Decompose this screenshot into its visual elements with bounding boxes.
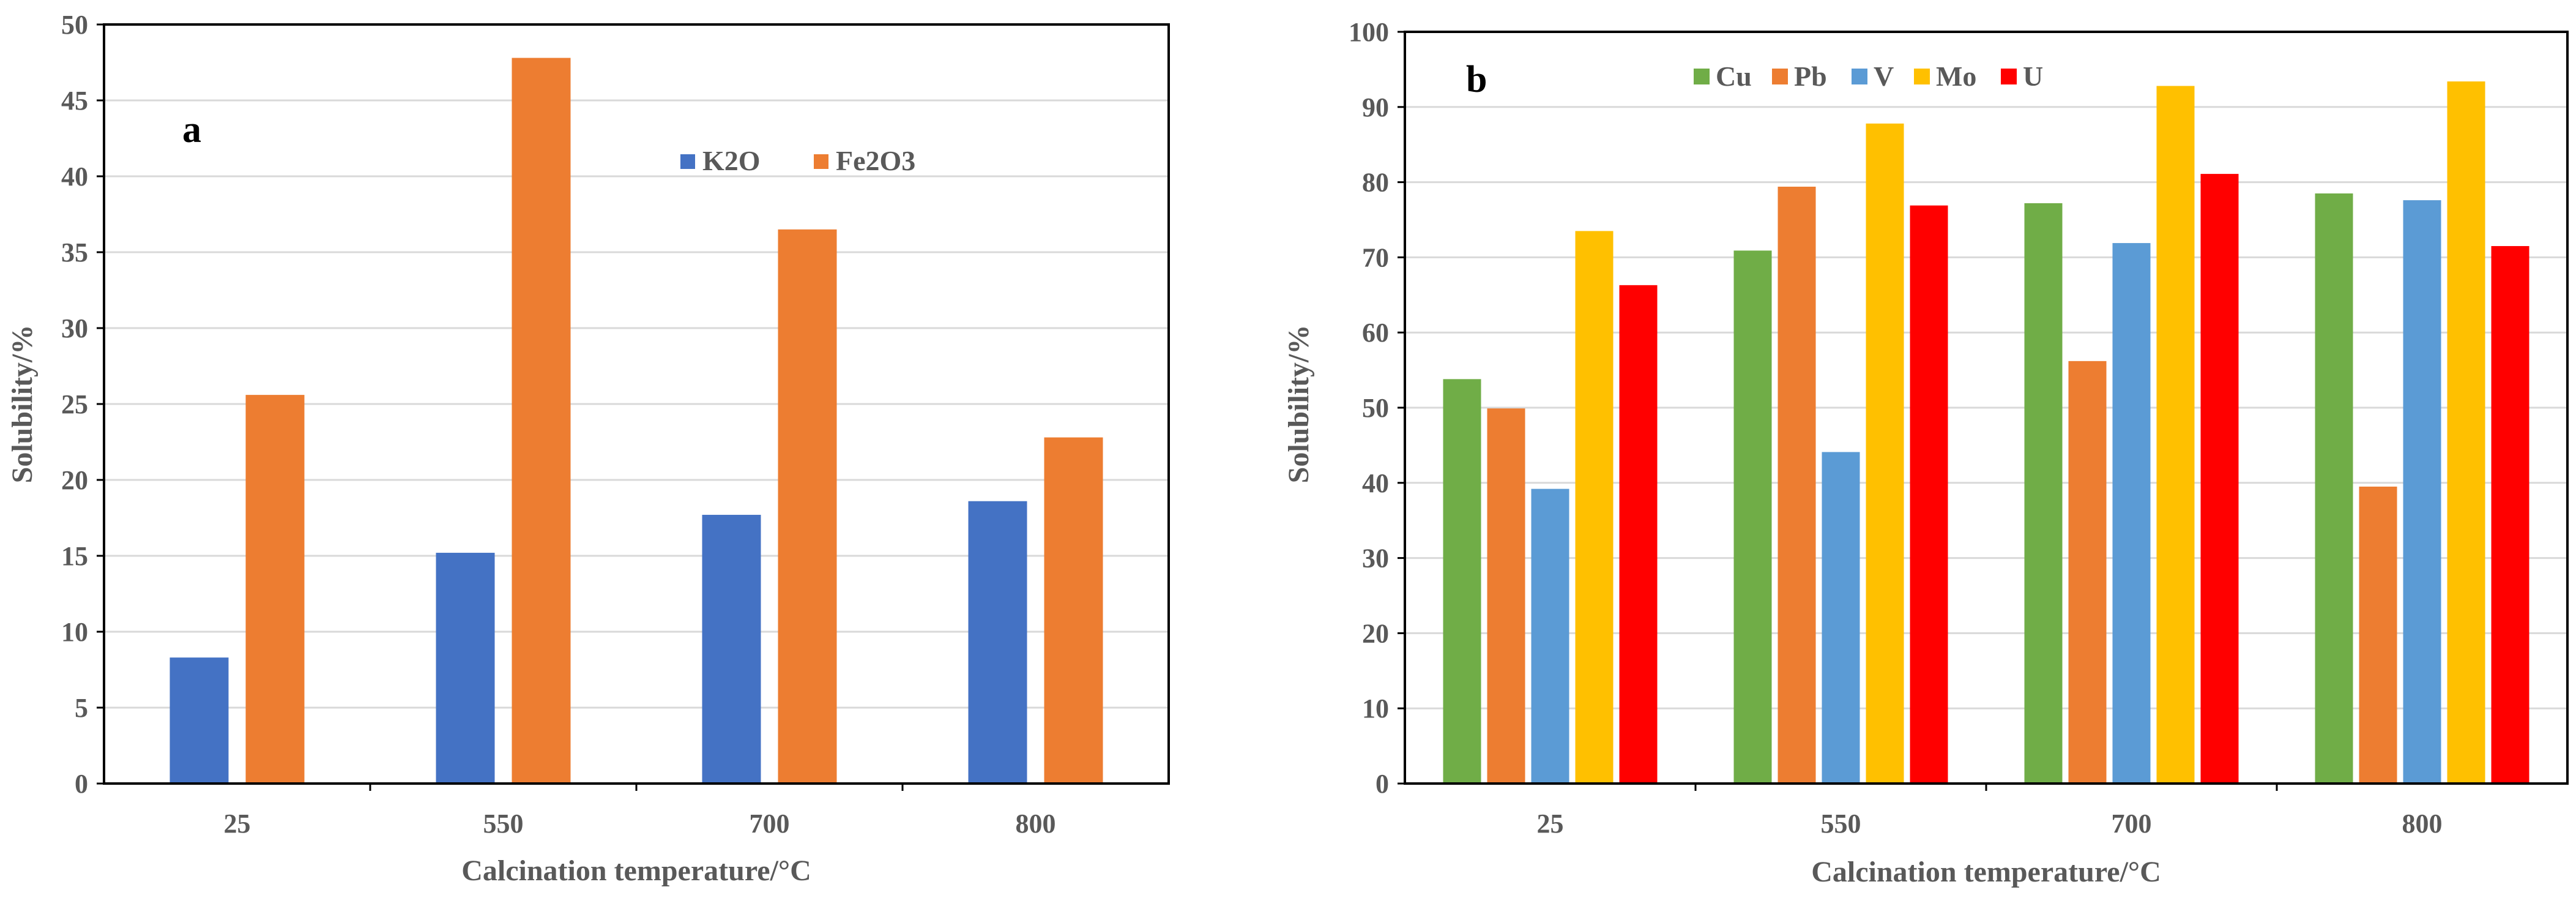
chart-b-y-tick-label: 40 [1362,468,1389,498]
chart-b-bar-mo-800 [2447,81,2485,784]
chart-b-y-tick-label: 70 [1362,242,1389,272]
chart-b-bar-v-800 [2403,200,2441,784]
chart-b-y-axis-title: Solubility/% [1282,325,1315,484]
chart-b-y-tick-label: 20 [1362,618,1389,648]
chart-b-bar-u-550 [1910,205,1948,784]
chart-a-bar-fe2o3-700 [778,229,837,784]
chart-a-y-tick-label: 45 [61,86,88,116]
chart-b-panel-label: b [1466,59,1487,100]
chart-b-bar-pb-25 [1487,408,1525,784]
chart-a: 0 5 10 15 20 25 30 35 40 45 50 25 550 700 800 a K2O F… [6,10,1170,887]
chart-a-y-tick-label: 30 [61,313,88,343]
chart-b-y-tick-label: 100 [1349,17,1389,47]
chart-b-legend-label-cu: Cu [1716,61,1752,92]
chart-b-bar-v-700 [2112,243,2151,784]
chart-a-panel-label: a [182,109,201,151]
chart-a-x-tick-label: 800 [1016,809,1056,839]
chart-b-legend-label-u: U [2023,61,2043,92]
chart-b-y-tick-label: 50 [1362,393,1389,423]
chart-b-legend-label-mo: Mo [1936,61,1976,92]
chart-b-bar-cu-700 [2024,203,2063,784]
chart-b-legend-swatch-cu [1694,69,1710,84]
chart-a-x-tick-label: 25 [224,809,251,839]
chart-b-bar-pb-550 [1778,186,1816,784]
chart-a-x-axis-title: Calcination temperature/°C [461,855,811,887]
chart-b-bar-mo-550 [1866,123,1904,784]
chart-a-bar-fe2o3-25 [245,395,305,784]
chart-b-bar-u-800 [2491,245,2529,784]
chart-a-x-tick-label: 550 [483,809,524,839]
chart-b-y-tick-label: 90 [1362,92,1389,122]
chart-b-x-tick-label: 800 [2402,809,2443,839]
chart-b-y-tick-label: 0 [1375,769,1389,799]
chart-b-x-axis-title: Calcination temperature/°C [1811,856,2161,888]
chart-b-legend-label-v: V [1874,61,1894,92]
chart-a-bar-k2o-25 [169,657,229,784]
chart-b-y-tick-label: 10 [1362,694,1389,724]
chart-b-y-tick-label: 30 [1362,544,1389,574]
chart-b-bar-cu-800 [2315,193,2353,784]
chart-a-legend-label-k2o: K2O [702,145,761,176]
chart-a-y-tick-label: 0 [75,769,88,799]
chart-a-y-tick-label: 40 [61,162,88,192]
chart-a-x-ticks: 25 550 700 800 [224,784,1056,839]
chart-b-bar-cu-25 [1443,379,1481,784]
chart-a-y-ticks: 0 5 10 15 20 25 30 35 40 45 50 [61,10,104,799]
chart-a-y-tick-label: 25 [61,389,88,419]
chart-a-y-axis-title: Solubility/% [6,325,39,484]
chart-a-bar-fe2o3-550 [512,58,571,784]
chart-b-x-tick-label: 25 [1537,809,1564,839]
chart-a-bar-fe2o3-800 [1044,437,1103,784]
chart-b-bar-u-700 [2200,174,2239,784]
chart-b-bar-cu-550 [1733,250,1772,784]
chart-b-y-tick-label: 60 [1362,318,1389,348]
chart-a-y-tick-label: 20 [61,465,88,495]
chart-b-bar-mo-25 [1575,231,1614,784]
chart-b-x-ticks: 25 550 700 800 [1537,784,2443,839]
chart-a-bar-k2o-800 [968,501,1027,784]
chart-a-y-tick-label: 5 [75,693,88,723]
chart-a-bar-k2o-700 [702,515,761,784]
chart-b-legend-swatch-v [1852,69,1867,84]
chart-b-y-ticks: 0 10 20 30 40 50 60 70 80 90 100 [1349,17,1405,799]
chart-b-bar-v-25 [1531,488,1569,784]
chart-a-x-tick-label: 700 [750,809,790,839]
chart-b-legend-label-pb: Pb [1794,61,1827,92]
chart-b-x-tick-label: 700 [2112,809,2152,839]
chart-b-bars [1443,81,2529,784]
chart-a-y-tick-label: 50 [61,10,88,40]
chart-b-bar-v-550 [1822,452,1860,784]
chart-a-legend-label-fe2o3: Fe2O3 [836,145,915,176]
chart-a-y-tick-label: 15 [61,541,88,571]
chart-b-bar-pb-800 [2359,486,2397,784]
chart-b-y-tick-label: 80 [1362,168,1389,198]
chart-a-legend-swatch-fe2o3 [814,154,828,169]
chart-a-bar-k2o-550 [436,553,495,784]
chart-a-bars [169,58,1103,784]
chart-b-bar-pb-700 [2068,361,2107,784]
chart-b-bar-mo-700 [2156,86,2195,784]
chart-a-y-tick-label: 35 [61,238,88,268]
chart-a-y-tick-label: 10 [61,617,88,647]
chart-b-bar-u-25 [1619,285,1658,784]
chart-b-legend-swatch-mo [1914,69,1930,84]
chart-b-x-tick-label: 550 [1821,809,1861,839]
chart-b-legend-swatch-u [2001,69,2017,84]
chart-b-legend-swatch-pb [1772,69,1788,84]
chart-a-legend-swatch-k2o [680,154,695,169]
